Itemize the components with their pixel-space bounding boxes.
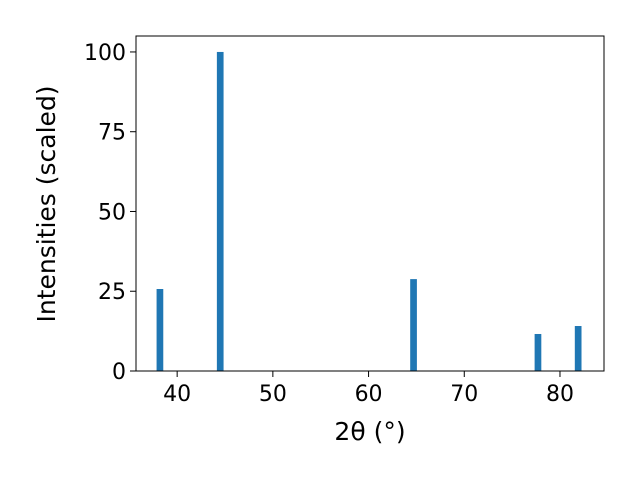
y-axis-label: Intensities (scaled) xyxy=(32,85,61,322)
y-tick-label: 0 xyxy=(112,360,126,385)
x-tick-label: 70 xyxy=(450,382,478,407)
x-axis-label: 2θ (°) xyxy=(334,417,405,446)
bar xyxy=(216,51,224,371)
bar xyxy=(156,289,164,371)
plot-frame xyxy=(135,35,605,372)
bar xyxy=(410,279,417,371)
y-tick-label: 75 xyxy=(98,121,126,146)
x-tick-label: 80 xyxy=(546,382,574,407)
y-tick-label: 25 xyxy=(98,280,126,305)
y-tick-label: 50 xyxy=(98,200,126,225)
bar xyxy=(534,333,542,371)
bar xyxy=(574,326,582,371)
x-tick-label: 40 xyxy=(163,382,191,407)
x-tick-label: 60 xyxy=(355,382,383,407)
x-tick-label: 50 xyxy=(259,382,287,407)
y-tick-label: 100 xyxy=(84,41,126,66)
